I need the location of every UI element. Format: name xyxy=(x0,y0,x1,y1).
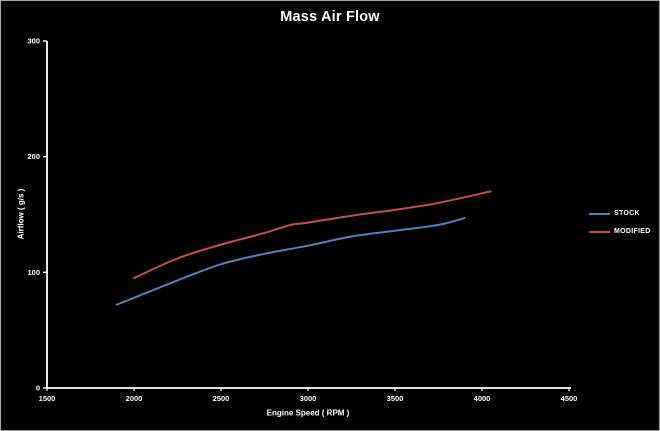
legend-label-modified: MODIFIED xyxy=(614,228,651,235)
legend-label-stock: STOCK xyxy=(614,210,640,217)
series-line-stock xyxy=(115,217,466,306)
legend-item-stock: STOCK xyxy=(589,210,651,217)
y-tick-label: 200 xyxy=(27,152,40,161)
x-tick-label: 2500 xyxy=(213,394,230,403)
chart-title: Mass Air Flow xyxy=(280,9,380,25)
x-tick-label: 3500 xyxy=(387,394,404,403)
x-tick-label: 4000 xyxy=(474,394,491,403)
series-line-modified xyxy=(133,190,492,280)
legend-item-modified: MODIFIED xyxy=(589,228,651,235)
x-tick-label: 3000 xyxy=(300,394,317,403)
y-tick-label: 300 xyxy=(27,37,40,46)
x-tick-label: 4500 xyxy=(561,394,578,403)
stock-line-swatch xyxy=(589,212,610,215)
modified-line-swatch xyxy=(589,230,610,233)
x-axis-title: Engine Speed ( RPM ) xyxy=(266,408,350,418)
x-tick-label: 2000 xyxy=(126,394,143,403)
x-tick-label: 1500 xyxy=(39,394,56,403)
y-tick-label: 0 xyxy=(36,384,40,393)
y-tick-label: 100 xyxy=(27,268,40,277)
legend: STOCK MODIFIED xyxy=(589,210,651,235)
